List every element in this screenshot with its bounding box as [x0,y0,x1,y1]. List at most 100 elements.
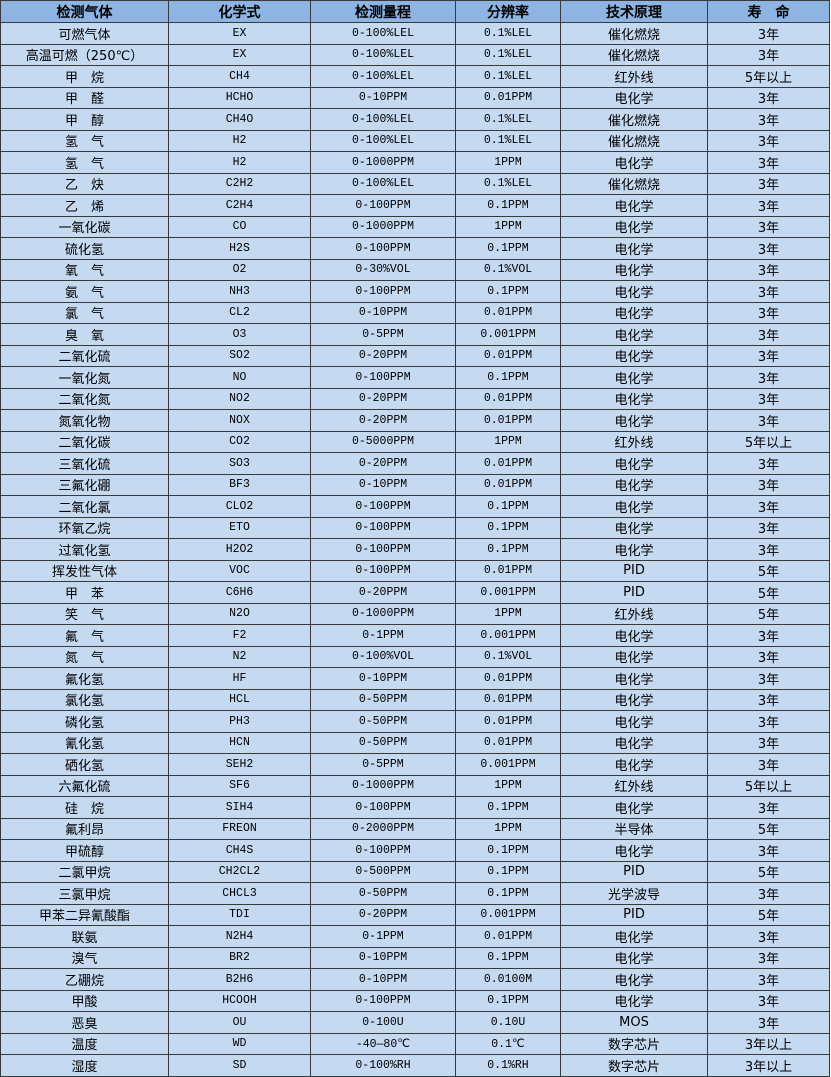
table-row: 乙 炔 C2H2 0-100%LEL 0.1%LEL 催化燃烧 3年 [0,172,830,195]
cell-resolution: 0.001PPM [455,624,561,647]
cell-range: 0-100PPM [310,989,456,1012]
cell-principle: 电化学 [560,946,708,969]
table-row: 溴气 BR2 0-10PPM 0.1PPM 电化学 3年 [0,946,830,969]
cell-formula: SF6 [168,774,311,797]
cell-range: 0-5PPM [310,323,456,346]
cell-range: 0-10PPM [310,86,456,109]
table-row: 氟 气 F2 0-1PPM 0.001PPM 电化学 3年 [0,624,830,647]
cell-formula: F2 [168,624,311,647]
table-row: 氯化氢 HCL 0-50PPM 0.01PPM 电化学 3年 [0,688,830,711]
cell-formula: SO2 [168,344,311,367]
cell-lifespan: 3年 [707,624,830,647]
table-row: 二氧化氯 CLO2 0-100PPM 0.1PPM 电化学 3年 [0,495,830,518]
cell-resolution: 0.1PPM [455,194,561,217]
cell-lifespan: 3年 [707,344,830,367]
cell-gas: 臭 氧 [0,323,169,346]
cell-formula: HCHO [168,86,311,109]
table-row: 六氟化硫 SF6 0-1000PPM 1PPM 红外线 5年以上 [0,774,830,797]
cell-gas: 可燃气体 [0,22,169,45]
cell-gas: 氟利昂 [0,817,169,840]
cell-lifespan: 3年 [707,366,830,389]
cell-gas: 溴气 [0,946,169,969]
cell-formula: NOX [168,409,311,432]
cell-formula: O2 [168,258,311,281]
cell-principle: 电化学 [560,280,708,303]
cell-gas: 氟化氢 [0,667,169,690]
cell-gas: 二氧化硫 [0,344,169,367]
cell-resolution: 0.1PPM [455,946,561,969]
cell-range: 0-10PPM [310,946,456,969]
cell-formula: CO [168,215,311,238]
header-lifespan: 寿 命 [707,0,830,23]
cell-range: 0-10PPM [310,301,456,324]
cell-range: 0-100%LEL [310,65,456,88]
cell-range: 0-5PPM [310,753,456,776]
cell-resolution: 0.1%LEL [455,129,561,152]
cell-lifespan: 3年 [707,258,830,281]
cell-range: 0-20PPM [310,903,456,926]
cell-principle: 催化燃烧 [560,108,708,131]
cell-formula: SIH4 [168,796,311,819]
cell-lifespan: 3年 [707,796,830,819]
cell-formula: O3 [168,323,311,346]
cell-gas: 氧 气 [0,258,169,281]
cell-resolution: 0.1PPM [455,989,561,1012]
cell-principle: PID [560,559,708,582]
cell-range: 0-1PPM [310,925,456,948]
cell-formula: EX [168,43,311,66]
cell-formula: VOC [168,559,311,582]
cell-gas: 笑 气 [0,602,169,625]
cell-formula: C2H2 [168,172,311,195]
cell-principle: 电化学 [560,151,708,174]
table-row: 硫化氢 H2S 0-100PPM 0.1PPM 电化学 3年 [0,237,830,260]
cell-resolution: 1PPM [455,215,561,238]
cell-formula: CH4S [168,839,311,862]
table-row: 一氧化碳 CO 0-1000PPM 1PPM 电化学 3年 [0,215,830,238]
cell-lifespan: 3年 [707,882,830,905]
cell-formula: FREON [168,817,311,840]
cell-formula: C2H4 [168,194,311,217]
table-row: 甲 苯 C6H6 0-20PPM 0.001PPM PID 5年 [0,581,830,604]
cell-gas: 六氟化硫 [0,774,169,797]
cell-resolution: 0.01PPM [455,473,561,496]
cell-formula: CH4O [168,108,311,131]
table-row: 三氯甲烷 CHCL3 0-50PPM 0.1PPM 光学波导 3年 [0,882,830,905]
cell-range: 0-1PPM [310,624,456,647]
table-row: 甲苯二异氰酸酯 TDI 0-20PPM 0.001PPM PID 5年 [0,903,830,926]
table-row: 三氟化硼 BF3 0-10PPM 0.01PPM 电化学 3年 [0,473,830,496]
cell-gas: 甲酸 [0,989,169,1012]
cell-principle: 数字芯片 [560,1032,708,1055]
cell-principle: 电化学 [560,495,708,518]
cell-lifespan: 3年 [707,946,830,969]
cell-formula: CL2 [168,301,311,324]
cell-principle: 红外线 [560,602,708,625]
cell-range: 0-10PPM [310,968,456,991]
cell-resolution: 0.1PPM [455,882,561,905]
cell-resolution: 0.1%RH [455,1054,561,1077]
cell-range: 0-20PPM [310,344,456,367]
cell-principle: 电化学 [560,344,708,367]
cell-lifespan: 3年 [707,925,830,948]
cell-lifespan: 5年 [707,559,830,582]
cell-gas: 氢 气 [0,129,169,152]
cell-principle: 电化学 [560,387,708,410]
cell-formula: HCL [168,688,311,711]
cell-resolution: 0.1PPM [455,280,561,303]
cell-lifespan: 5年以上 [707,774,830,797]
cell-resolution: 0.1%VOL [455,258,561,281]
table-body: 可燃气体 EX 0-100%LEL 0.1%LEL 催化燃烧 3年 高温可燃（250℃） EX… [0,22,830,1077]
table-row: 氮 气 N2 0-100%VOL 0.1%VOL 电化学 3年 [0,645,830,668]
cell-resolution: 0.1PPM [455,237,561,260]
cell-resolution: 1PPM [455,817,561,840]
cell-range: 0-20PPM [310,452,456,475]
cell-range: 0-100PPM [310,280,456,303]
cell-formula: EX [168,22,311,45]
cell-resolution: 0.1PPM [455,538,561,561]
table-row: 二氧化硫 SO2 0-20PPM 0.01PPM 电化学 3年 [0,344,830,367]
table-row: 氰化氢 HCN 0-50PPM 0.01PPM 电化学 3年 [0,731,830,754]
cell-principle: 红外线 [560,430,708,453]
cell-formula: NO2 [168,387,311,410]
cell-principle: 红外线 [560,65,708,88]
cell-resolution: 0.01PPM [455,925,561,948]
cell-formula: TDI [168,903,311,926]
